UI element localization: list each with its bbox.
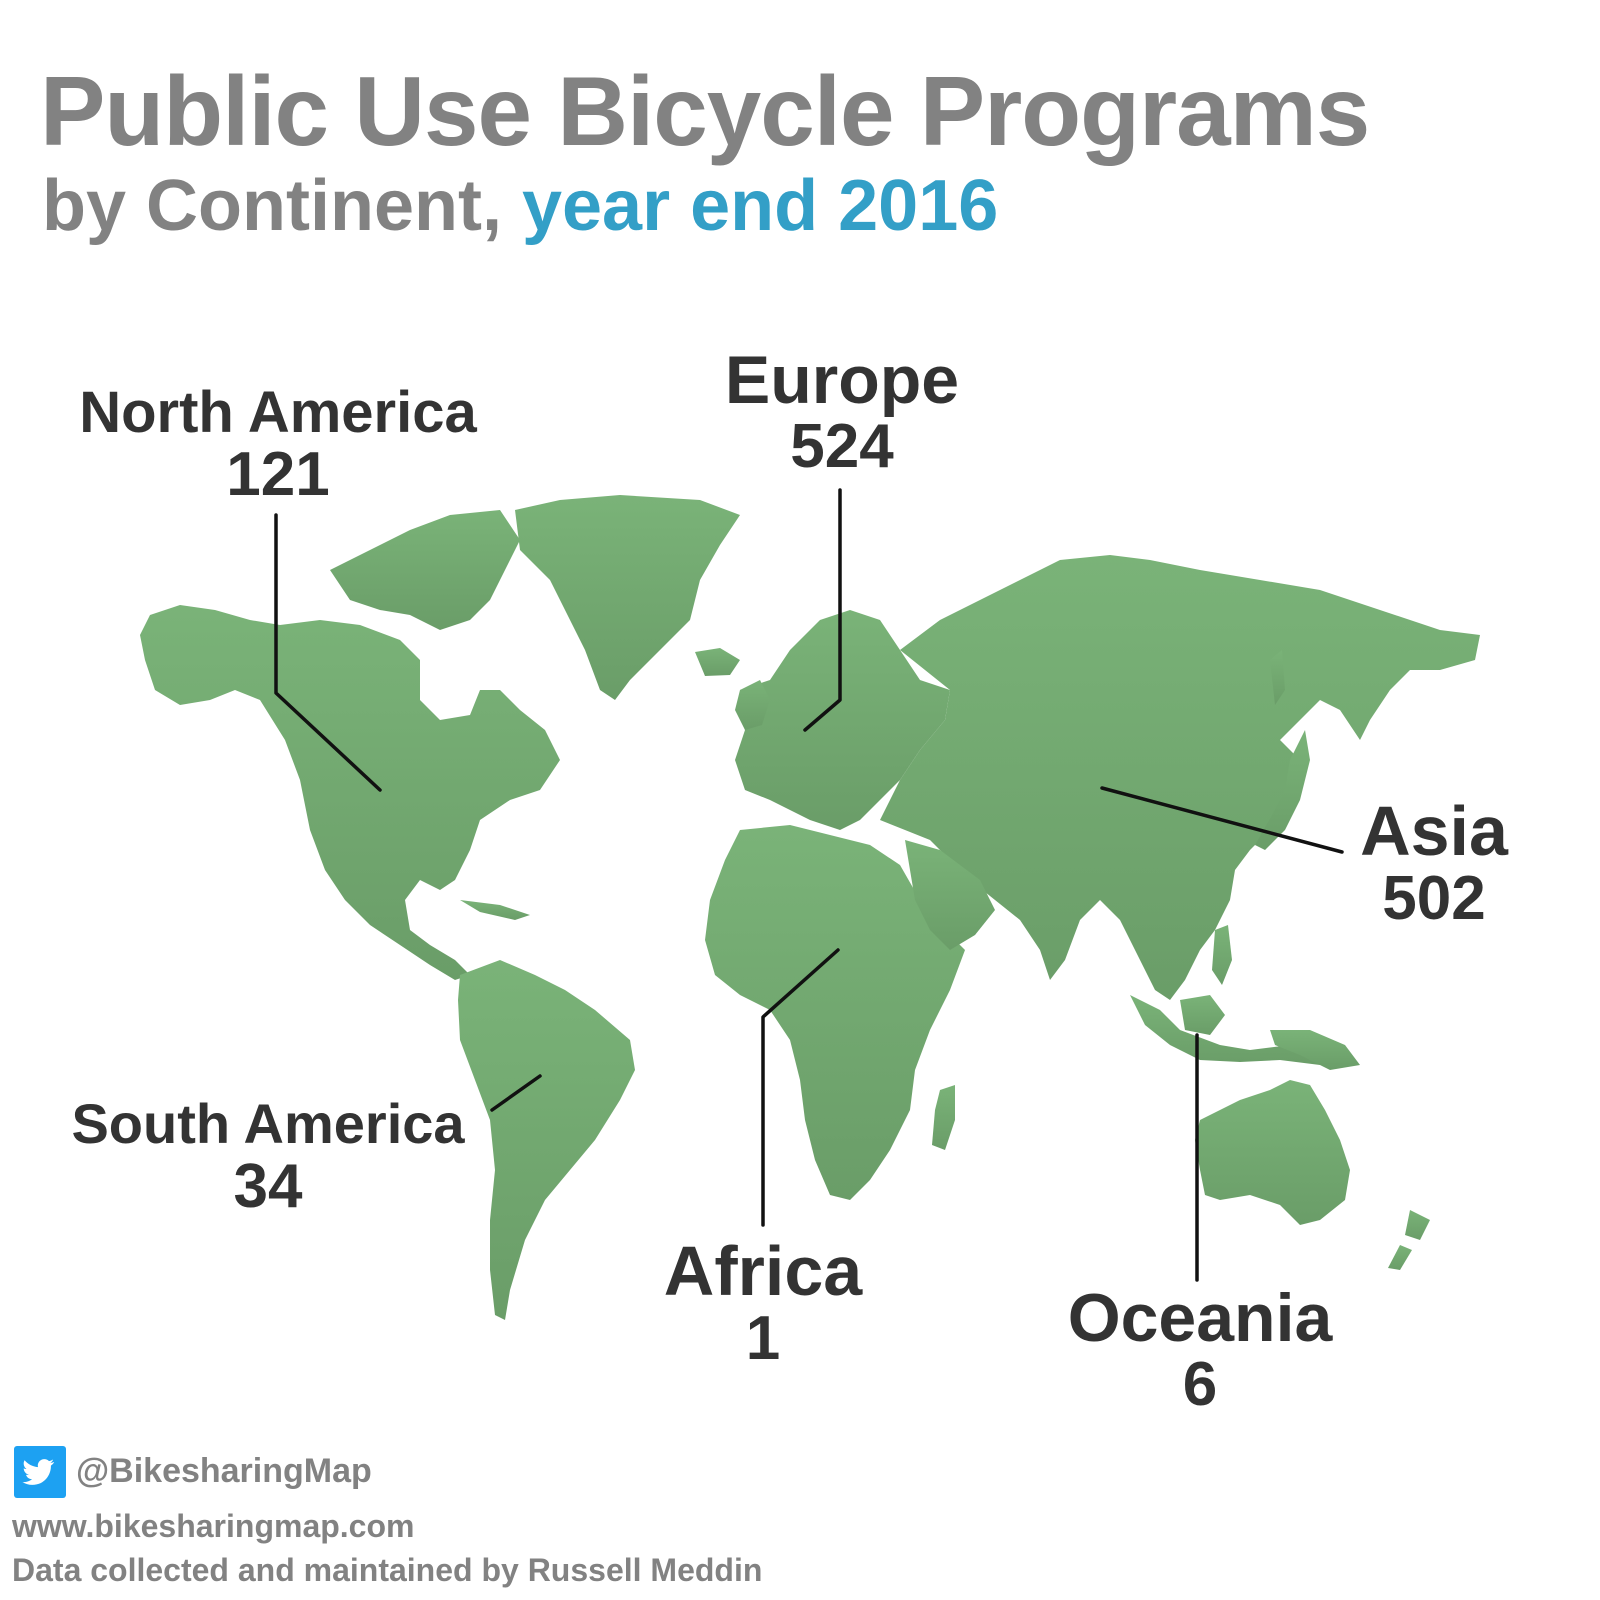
region-name: Asia <box>1360 792 1508 870</box>
label-oceania: Oceania 6 <box>1040 1284 1360 1416</box>
website-link[interactable]: www.bikesharingmap.com <box>12 1508 415 1544</box>
label-africa: Africa 1 <box>640 1236 886 1370</box>
australia-shape <box>1195 1080 1350 1225</box>
region-name: North America <box>79 380 477 445</box>
region-count: 121 <box>226 440 330 509</box>
arabia-shape <box>905 840 995 950</box>
region-count: 524 <box>790 412 894 481</box>
new-zealand-shape <box>1405 1210 1430 1240</box>
africa-leader-line <box>761 948 840 1227</box>
caribbean-shape <box>460 900 530 920</box>
philippines-shape <box>1212 925 1232 985</box>
page-subtitle: by Continent, year end 2016 <box>42 170 998 242</box>
arctic-islands-shape <box>330 510 520 630</box>
madagascar-shape <box>932 1085 955 1150</box>
label-asia: Asia 502 <box>1344 796 1524 930</box>
credit-text: Data collected and maintained by Russell… <box>12 1552 763 1588</box>
label-europe: Europe 524 <box>700 346 984 478</box>
new-zealand-south-shape <box>1388 1245 1412 1270</box>
region-count: 34 <box>233 1152 303 1221</box>
borneo-shape <box>1180 995 1225 1035</box>
region-name: Oceania <box>1067 1280 1333 1356</box>
north-america-shape <box>140 605 560 980</box>
iceland-shape <box>695 648 740 676</box>
page-title: Public Use Bicycle Programs <box>40 56 1370 166</box>
africa-shape <box>705 825 965 1200</box>
europe-shape <box>735 610 950 830</box>
region-count: 6 <box>1182 1350 1218 1419</box>
region-name: Africa <box>663 1232 863 1310</box>
subtitle-year: year end 2016 <box>521 166 999 246</box>
label-north-america: North America 121 <box>48 384 508 506</box>
region-count: 502 <box>1382 864 1486 933</box>
twitter-handle-link[interactable]: @BikesharingMap <box>76 1452 372 1490</box>
subtitle-prefix: by Continent, <box>42 166 522 246</box>
south-america-shape <box>458 960 635 1320</box>
british-isles-shape <box>735 680 770 730</box>
europe-leader-line <box>803 488 842 732</box>
label-south-america: South America 34 <box>40 1096 496 1218</box>
asia-shape <box>880 555 1480 1000</box>
japan-shape <box>1255 730 1310 850</box>
north-america-leader-line <box>274 513 382 792</box>
twitter-bird-icon[interactable] <box>14 1446 66 1498</box>
new-guinea-shape <box>1270 1030 1360 1070</box>
region-count: 1 <box>745 1304 781 1373</box>
sakhalin-shape <box>1270 650 1285 705</box>
greenland-shape <box>515 495 740 700</box>
region-name: South America <box>71 1092 465 1155</box>
asia-leader-line <box>1100 786 1344 854</box>
region-name: Europe <box>724 342 960 418</box>
south-america-leader-line <box>490 1074 542 1112</box>
